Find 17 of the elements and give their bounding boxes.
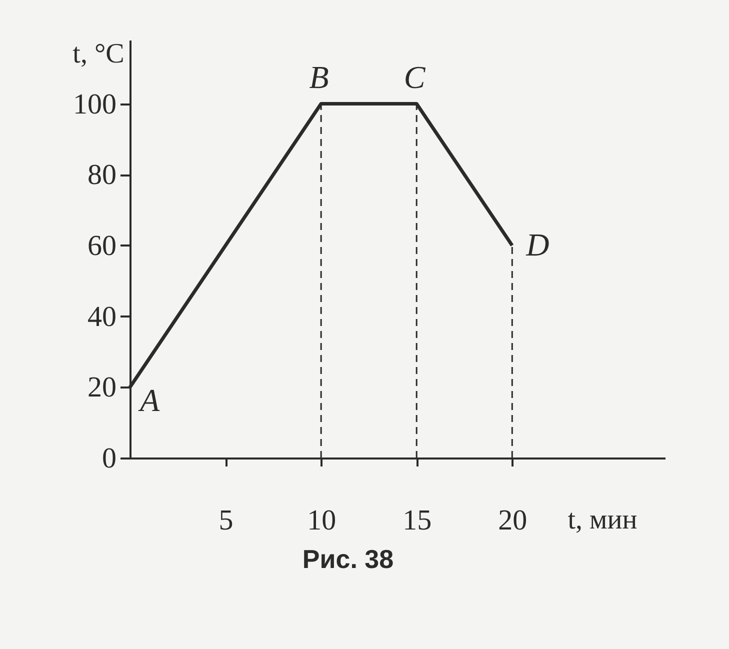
- y-tick-label: 40: [88, 300, 116, 333]
- text: Рис. 38: [302, 544, 394, 574]
- x-axis-title: t, мин: [568, 504, 638, 536]
- annotation: A: [138, 382, 160, 418]
- y-tick-label: 60: [88, 230, 116, 262]
- x-tick-label: 5: [218, 504, 234, 536]
- x-tick-label: 10: [307, 504, 336, 536]
- y-tick-label: 80: [88, 159, 116, 192]
- y-tick-label: 100: [73, 88, 116, 120]
- y-axis-title: t, °C: [72, 38, 124, 70]
- x-tick-label: 15: [402, 504, 432, 536]
- annotation: B: [309, 58, 329, 95]
- annotation: C: [404, 58, 426, 95]
- x-tick-label: 20: [498, 504, 528, 536]
- y-tick-label: 0: [102, 442, 116, 474]
- y-tick-label: 20: [88, 372, 116, 404]
- annotation: D: [525, 226, 550, 262]
